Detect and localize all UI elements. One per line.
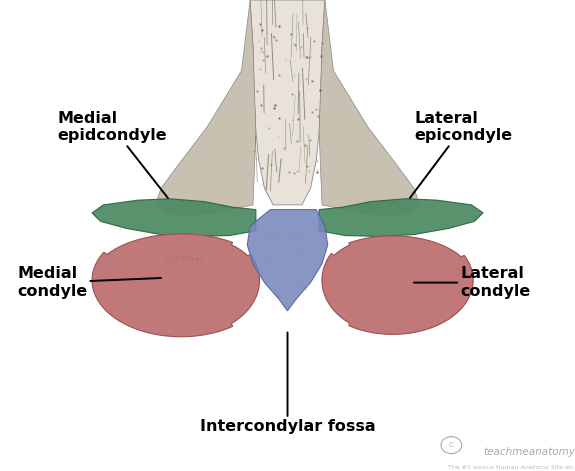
Polygon shape <box>92 234 259 337</box>
Text: teachmeanatomy: teachmeanatomy <box>483 447 575 457</box>
Text: Lateral
epicondyle: Lateral epicondyle <box>410 111 512 198</box>
Polygon shape <box>247 210 328 311</box>
Polygon shape <box>319 199 483 236</box>
Text: Medial
epidcondyle: Medial epidcondyle <box>58 111 168 198</box>
Polygon shape <box>322 236 473 334</box>
Text: C: C <box>449 442 454 448</box>
Text: Medial
condyle: Medial condyle <box>17 267 161 299</box>
Polygon shape <box>155 0 256 214</box>
Polygon shape <box>92 199 256 236</box>
Polygon shape <box>319 0 420 214</box>
Text: Lateral
condyle: Lateral condyle <box>414 267 530 299</box>
Text: Intercondylar fossa: Intercondylar fossa <box>200 333 375 434</box>
Text: The #1 source Human Anatomy Site on the net: The #1 source Human Anatomy Site on the … <box>448 465 575 471</box>
Polygon shape <box>250 0 325 205</box>
